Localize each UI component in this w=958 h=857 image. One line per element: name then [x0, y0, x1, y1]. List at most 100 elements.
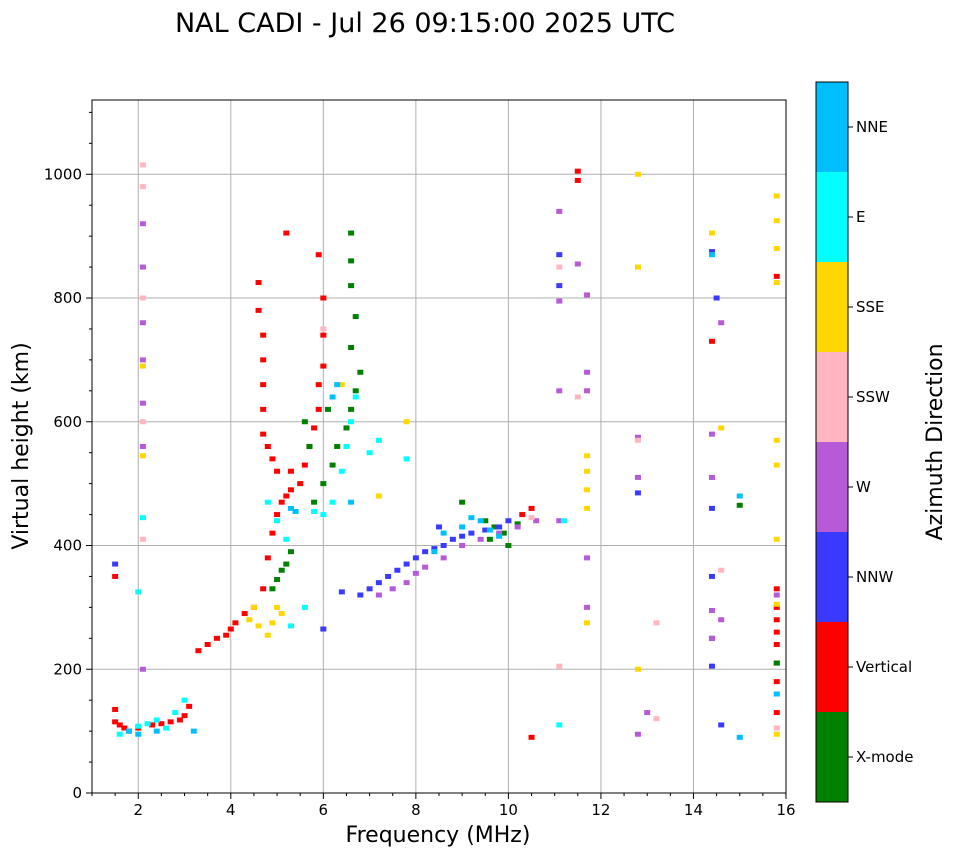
point-e [116, 731, 123, 737]
point-ssw [634, 437, 641, 443]
point-x-mode [459, 499, 466, 505]
point-ssw [653, 716, 660, 722]
point-nnw [449, 536, 456, 542]
point-e [338, 468, 345, 474]
point-w [644, 710, 651, 716]
data-points [112, 162, 780, 740]
point-w [584, 388, 591, 394]
point-vertical [260, 332, 267, 338]
point-w [708, 431, 715, 437]
x-tick-label: 14 [684, 801, 703, 819]
point-sse [773, 437, 780, 443]
point-e [153, 717, 160, 723]
colorbar-label: SSW [856, 388, 890, 406]
point-nne [190, 728, 197, 734]
point-x-mode [491, 524, 498, 530]
point-vertical [320, 363, 327, 369]
point-sse [338, 382, 345, 388]
point-sse [250, 604, 257, 610]
point-e [329, 499, 336, 505]
point-e [366, 450, 373, 456]
point-nnw [338, 589, 345, 595]
point-x-mode [486, 536, 493, 542]
point-sse [584, 468, 591, 474]
point-x-mode [773, 660, 780, 666]
point-nne [773, 691, 780, 697]
point-ssw [773, 725, 780, 731]
point-sse [274, 604, 281, 610]
point-vertical [181, 713, 188, 719]
point-ssw [139, 162, 146, 168]
point-e [139, 515, 146, 521]
point-vertical [195, 648, 202, 654]
point-sse [773, 601, 780, 607]
y-tick-label: 200 [53, 660, 82, 678]
point-w [718, 320, 725, 326]
point-vertical [186, 703, 193, 709]
point-vertical [773, 273, 780, 279]
point-ssw [718, 567, 725, 573]
point-w [584, 604, 591, 610]
point-sse [584, 487, 591, 493]
colorbar-label: NNW [856, 568, 893, 586]
point-vertical [264, 444, 271, 449]
point-vertical [116, 722, 123, 728]
point-x-mode [274, 577, 281, 583]
point-vertical [574, 168, 581, 174]
point-vertical [297, 481, 304, 487]
point-w [514, 524, 521, 530]
point-nne [708, 252, 715, 258]
point-x-mode [482, 518, 489, 524]
point-vertical [232, 620, 239, 626]
point-nne [459, 524, 466, 530]
point-vertical [269, 530, 276, 536]
point-x-mode [283, 561, 290, 567]
y-tick-label: 800 [53, 289, 82, 307]
point-e [348, 419, 355, 425]
point-nnw [634, 490, 641, 496]
point-w [556, 518, 563, 524]
point-w [533, 518, 540, 524]
point-sse [634, 171, 641, 177]
point-nne [468, 515, 475, 521]
point-sse [634, 666, 641, 672]
point-e [172, 710, 179, 716]
point-vertical [287, 468, 294, 474]
point-nne [496, 533, 503, 539]
point-vertical [528, 734, 535, 740]
point-w [584, 292, 591, 298]
x-tick-label: 6 [319, 801, 329, 819]
point-nnw [468, 530, 475, 536]
point-vertical [260, 382, 267, 388]
point-nnw [394, 567, 401, 573]
point-nnw [440, 543, 447, 548]
x-tick-label: 8 [411, 801, 421, 819]
point-w [708, 635, 715, 641]
point-sse [264, 632, 271, 638]
point-sse [634, 264, 641, 270]
point-nnw [459, 533, 466, 539]
y-tick-label: 600 [53, 413, 82, 431]
point-vertical [528, 505, 535, 511]
point-w [708, 607, 715, 613]
point-nnw [718, 722, 725, 728]
y-axis-ticks: 0 200 400 600 800 1000 [44, 111, 92, 802]
point-x-mode [306, 444, 313, 449]
point-vertical [149, 722, 156, 728]
point-w [440, 555, 447, 561]
point-nnw [366, 586, 373, 592]
point-x-mode [352, 388, 359, 394]
point-x-mode [514, 521, 521, 527]
point-sse [584, 620, 591, 626]
colorbar-segment [816, 622, 848, 712]
point-vertical [311, 425, 318, 431]
point-e [320, 512, 327, 518]
point-sse [139, 453, 146, 459]
colorbar-title: Azimuth Direction [923, 343, 948, 540]
point-nnw [505, 518, 512, 524]
point-e [135, 589, 142, 595]
point-nne [126, 728, 133, 734]
colorbar-label: SSE [856, 298, 885, 316]
point-sse [773, 731, 780, 737]
